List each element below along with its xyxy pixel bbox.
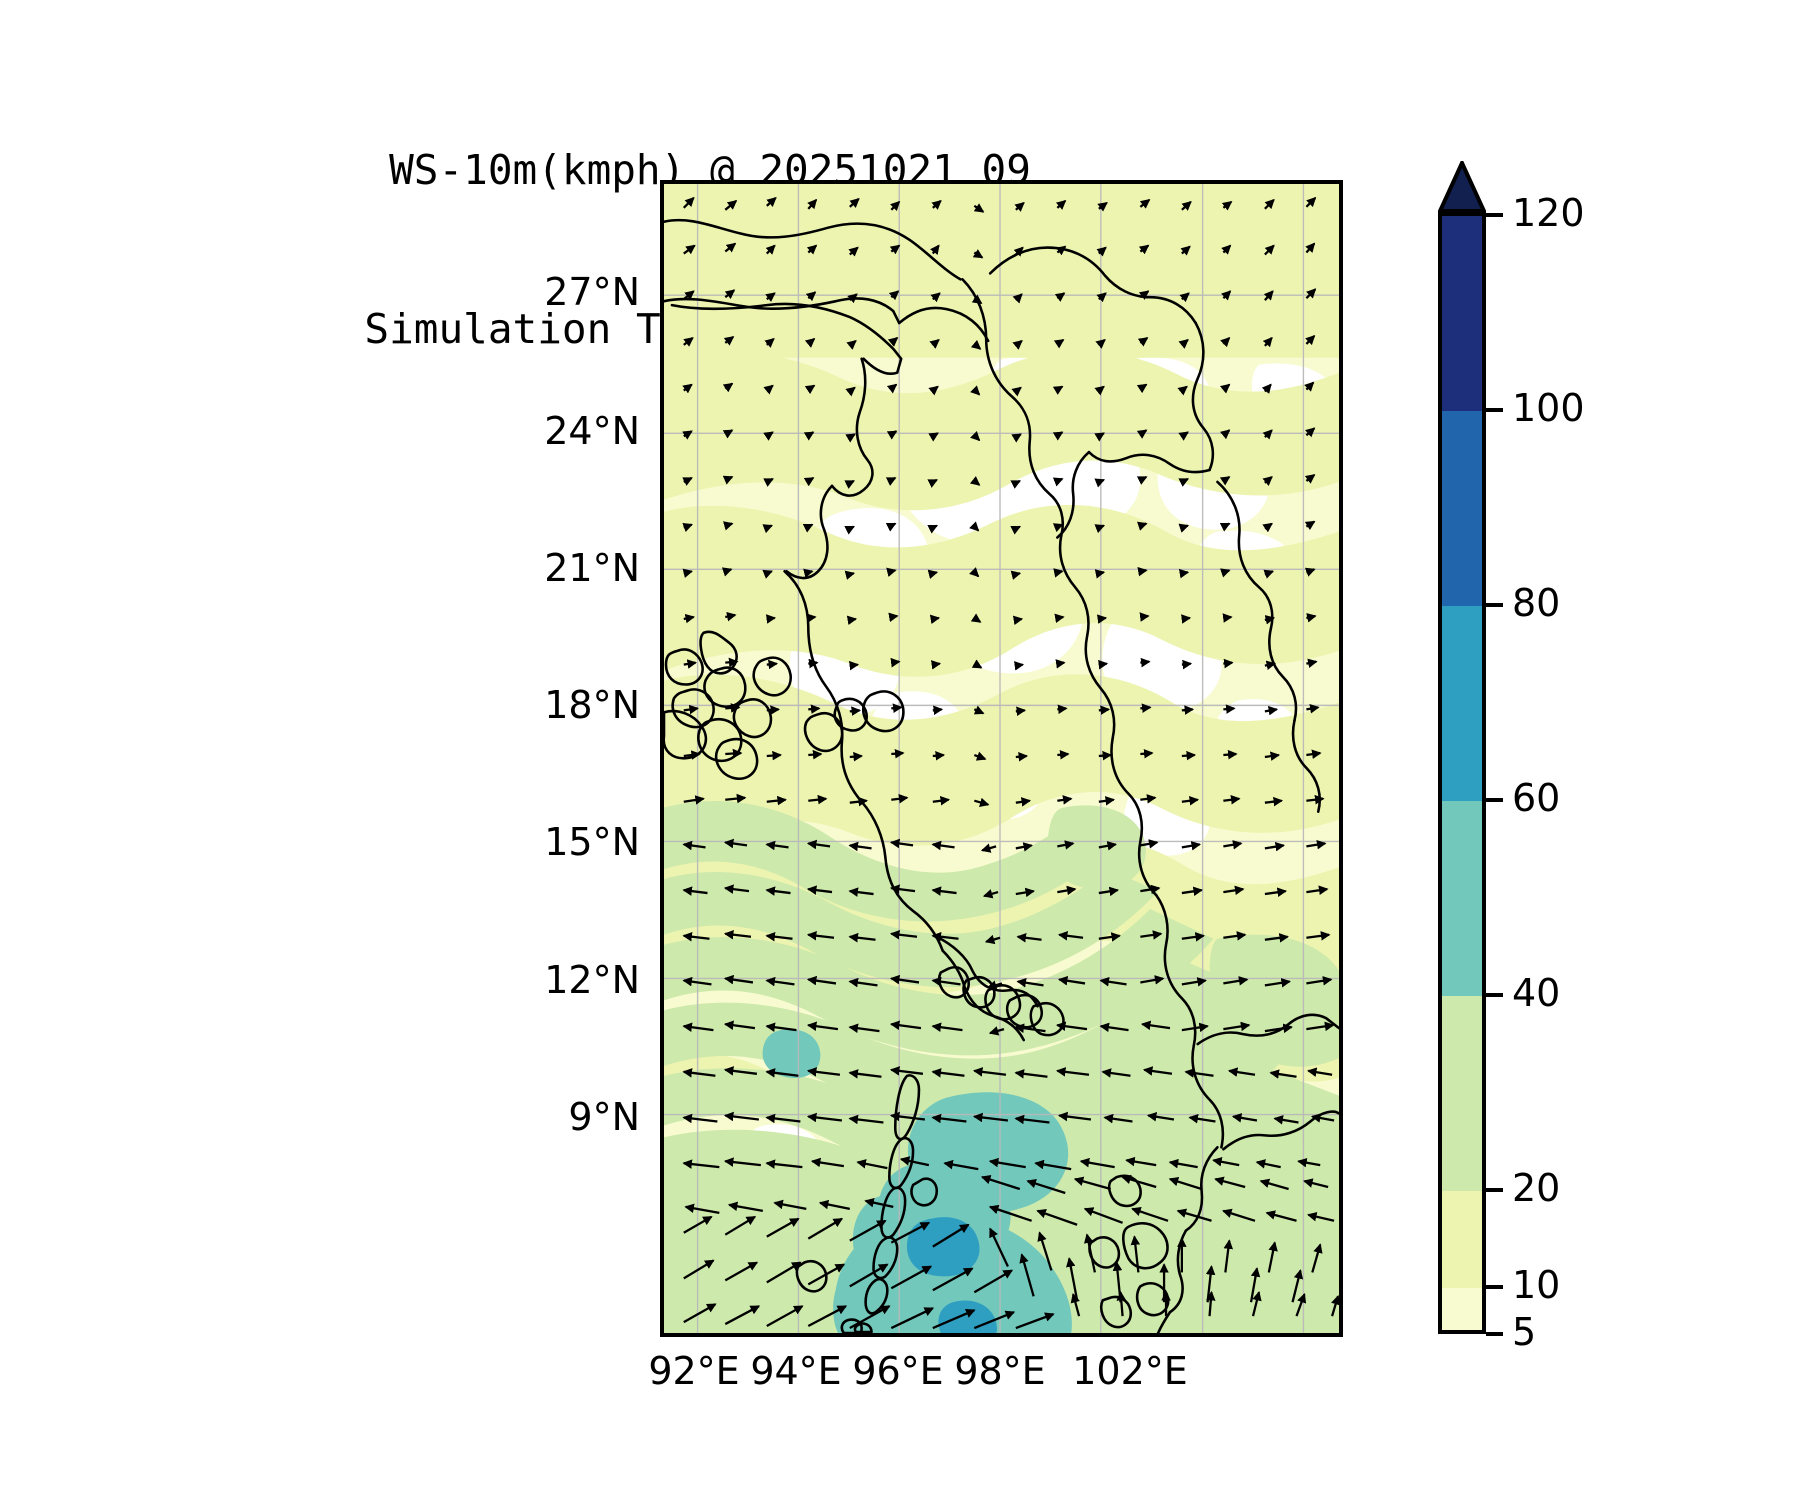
y-tick-label-5: 12°N (544, 958, 640, 1002)
colorbar-band-1 (1442, 411, 1482, 606)
colorbar-tick-label-4: 40 (1512, 971, 1561, 1015)
colorbar-tick-label-3: 60 (1512, 776, 1561, 820)
colorbar-tick-3 (1486, 798, 1503, 802)
y-tick-label-6: 9°N (568, 1095, 640, 1139)
colorbar: 120 100 80 60 40 20 10 5 (1438, 161, 1585, 1354)
x-tick-label-4: 102°E (1072, 1349, 1188, 1393)
colorbar-tick-label-6: 10 (1512, 1263, 1561, 1307)
y-tick-label-0: 27°N (544, 270, 640, 314)
colorbar-band-5 (1442, 1191, 1482, 1288)
colorbar-tick-0 (1486, 213, 1503, 217)
colorbar-tick-6 (1486, 1285, 1503, 1289)
colorbar-band-6 (1442, 1288, 1482, 1330)
colorbar-extend-arrow (1438, 161, 1486, 213)
map-content (664, 184, 1339, 1333)
colorbar-tick-label-1: 100 (1512, 386, 1585, 430)
y-tick-label-1: 24°N (544, 409, 640, 453)
x-tick-label-1: 94°E (750, 1349, 842, 1393)
colorbar-gradient (1438, 212, 1486, 1334)
map-svg (664, 184, 1339, 1333)
layer-windspeed-contours (664, 184, 1339, 1333)
y-tick-label-2: 21°N (544, 546, 640, 590)
layer-wind-vectors (682, 196, 1339, 1330)
colorbar-band-4 (1442, 996, 1482, 1191)
colorbar-tick-2 (1486, 603, 1503, 607)
colorbar-tick-label-5: 20 (1512, 1166, 1561, 1210)
colorbar-tick-4 (1486, 993, 1503, 997)
colorbar-tick-label-2: 80 (1512, 581, 1561, 625)
map-plot-area (660, 180, 1343, 1337)
colorbar-tick-1 (1486, 408, 1503, 412)
x-tick-label-3: 98°E (954, 1349, 1046, 1393)
colorbar-tick-7 (1486, 1332, 1503, 1336)
colorbar-band-3 (1442, 801, 1482, 996)
colorbar-tick-5 (1486, 1188, 1503, 1192)
x-tick-label-2: 96°E (852, 1349, 944, 1393)
y-tick-label-4: 15°N (544, 820, 640, 864)
colorbar-band-0 (1442, 216, 1482, 411)
y-tick-label-3: 18°N (544, 683, 640, 727)
colorbar-tick-label-7: 5 (1512, 1310, 1537, 1354)
colorbar-band-2 (1442, 606, 1482, 801)
colorbar-tick-label-0: 120 (1512, 191, 1585, 235)
x-tick-label-0: 92°E (648, 1349, 740, 1393)
